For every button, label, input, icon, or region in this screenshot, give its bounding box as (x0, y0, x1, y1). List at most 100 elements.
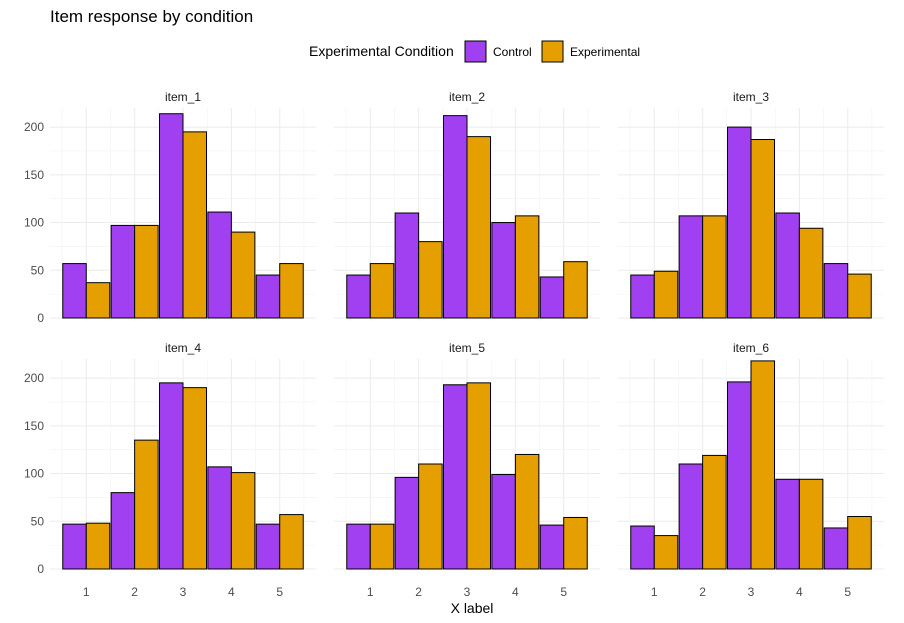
bar-experimental-5 (847, 273, 872, 319)
x-tick-label: 3 (180, 585, 187, 599)
panel-item_4: item_4 0 50 100 150 200 1 2 3 4 5 (24, 341, 316, 599)
x-tick-label: 5 (276, 585, 283, 599)
x-tick-label: 1 (651, 585, 658, 599)
legend-label-control: Control (493, 45, 532, 59)
bar-control-2 (394, 212, 420, 319)
bar-experimental-3 (750, 139, 775, 319)
bar-experimental-4 (230, 472, 256, 570)
legend: Experimental Condition Control Experimen… (309, 40, 640, 63)
chart-title: Item response by condition (50, 7, 253, 26)
bar-control-4 (491, 474, 516, 570)
bar-experimental-3 (182, 131, 207, 319)
bar-experimental-1 (369, 523, 395, 570)
y-tick-label: 150 (24, 168, 44, 182)
y-tick-label: 200 (24, 371, 44, 385)
bar-control-2 (394, 476, 420, 570)
bar-control-2 (678, 215, 704, 319)
x-tick-label: 1 (83, 585, 90, 599)
bar-control-2 (110, 224, 136, 319)
bar-control-3 (159, 382, 184, 570)
bar-experimental-4 (514, 215, 540, 319)
bar-experimental-3 (750, 360, 775, 570)
panel-item_2: item_2 (334, 90, 600, 319)
x-tick-label: 4 (796, 585, 803, 599)
bar-experimental-5 (279, 514, 304, 570)
legend-title: Experimental Condition (309, 43, 454, 59)
bar-control-5 (823, 527, 849, 570)
panel-item_5: item_5 1 2 3 4 5 (334, 341, 600, 599)
bar-control-1 (62, 263, 87, 319)
bar-control-5 (255, 274, 281, 319)
bar-experimental-2 (702, 215, 727, 319)
bar-experimental-1 (653, 270, 679, 319)
facet-title: item_3 (733, 90, 769, 104)
bar-control-5 (823, 263, 849, 319)
bar-control-1 (346, 274, 371, 319)
bar-control-3 (159, 113, 184, 319)
x-tick-label: 2 (131, 585, 138, 599)
bar-experimental-4 (798, 478, 824, 570)
facet-title: item_1 (165, 90, 201, 104)
bar-experimental-4 (514, 453, 540, 570)
y-tick-label: 0 (37, 562, 44, 576)
bar-control-5 (539, 524, 565, 570)
x-tick-label: 3 (464, 585, 471, 599)
bar-experimental-1 (85, 282, 111, 319)
bar-control-3 (443, 384, 468, 570)
facet-title: item_4 (165, 341, 201, 355)
x-tick-label: 4 (512, 585, 519, 599)
panel-item_3: item_3 (618, 90, 884, 319)
x-tick-label: 3 (748, 585, 755, 599)
bar-experimental-3 (466, 136, 491, 319)
bar-experimental-5 (563, 261, 588, 319)
y-tick-label: 50 (31, 263, 45, 277)
bar-control-1 (62, 523, 87, 570)
bar-experimental-2 (134, 224, 159, 319)
bar-experimental-4 (230, 231, 256, 319)
panel-item_1: item_1 0 50 100 150 200 (24, 90, 316, 325)
x-tick-label: 2 (415, 585, 422, 599)
bar-experimental-1 (85, 522, 111, 570)
facet-title: item_5 (449, 341, 485, 355)
x-tick-label: 4 (228, 585, 235, 599)
bar-control-4 (207, 211, 232, 319)
y-tick-label: 0 (37, 311, 44, 325)
bar-experimental-4 (798, 227, 824, 319)
bar-control-4 (775, 212, 800, 319)
y-tick-label: 150 (24, 419, 44, 433)
bar-experimental-1 (653, 535, 679, 570)
panels: item_1 0 50 100 150 200 item_2 item_3 item_4 0 50 1… (24, 90, 884, 599)
bar-experimental-1 (369, 263, 395, 319)
bar-control-3 (443, 115, 468, 319)
y-tick-label: 100 (24, 216, 44, 230)
y-tick-label: 200 (24, 120, 44, 134)
legend-swatch-experimental (541, 40, 564, 63)
bar-experimental-2 (418, 463, 443, 570)
y-tick-label: 100 (24, 467, 44, 481)
bar-experimental-5 (563, 516, 588, 570)
bar-control-5 (539, 276, 565, 319)
bar-control-5 (255, 523, 281, 570)
y-tick-label: 50 (31, 514, 45, 528)
bar-experimental-5 (847, 516, 872, 570)
legend-swatch-control (464, 40, 487, 63)
bar-control-1 (630, 274, 655, 319)
x-tick-label: 5 (844, 585, 851, 599)
bar-control-4 (491, 222, 516, 319)
bar-experimental-2 (702, 454, 727, 570)
bar-control-3 (727, 126, 752, 319)
bar-control-4 (207, 466, 232, 570)
bar-control-1 (346, 523, 371, 570)
bar-experimental-2 (134, 439, 159, 570)
bar-experimental-2 (418, 241, 443, 319)
x-tick-label: 1 (367, 585, 374, 599)
x-tick-label: 2 (699, 585, 706, 599)
bar-control-4 (775, 478, 800, 570)
bar-control-3 (727, 381, 752, 570)
facet-title: item_6 (733, 341, 769, 355)
bar-control-1 (630, 525, 655, 570)
legend-label-experimental: Experimental (570, 45, 640, 59)
x-axis-title: X label (451, 600, 494, 616)
facet-title: item_2 (449, 90, 485, 104)
